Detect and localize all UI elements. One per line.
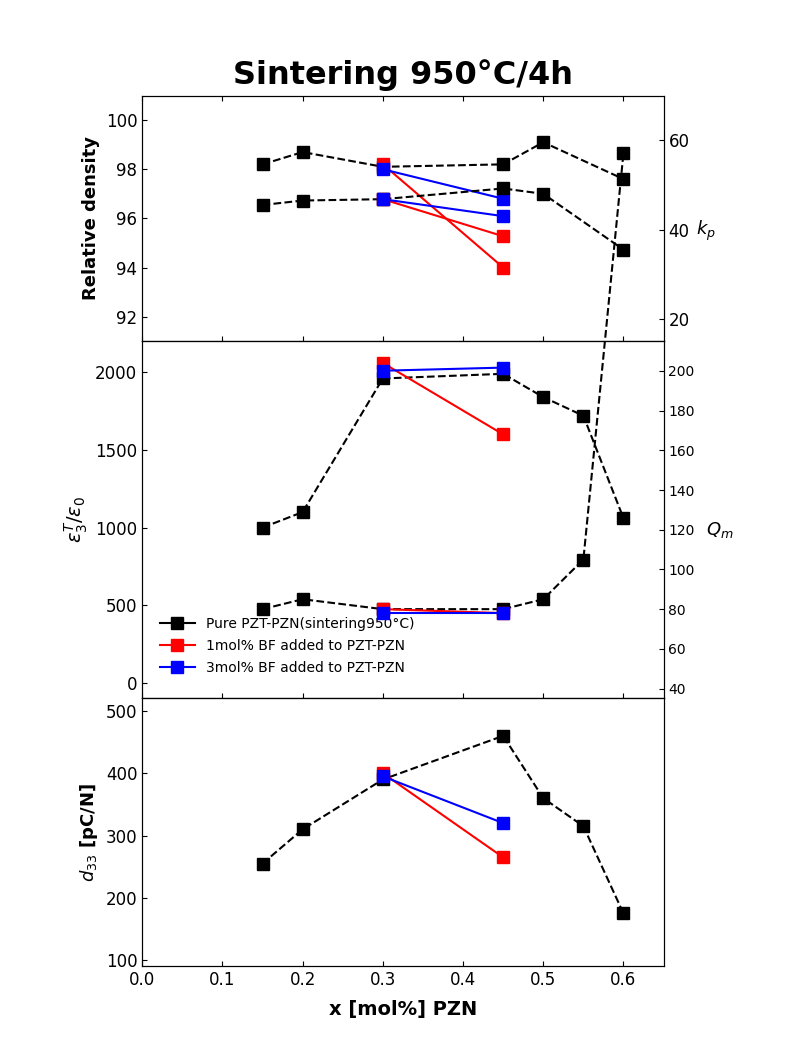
Y-axis label: $k_p$: $k_p$ bbox=[696, 219, 717, 242]
Y-axis label: $d_{33}$ [pC/N]: $d_{33}$ [pC/N] bbox=[78, 783, 100, 881]
Y-axis label: Relative density: Relative density bbox=[82, 136, 100, 301]
X-axis label: x [mol%] PZN: x [mol%] PZN bbox=[329, 1000, 477, 1020]
Y-axis label: $\varepsilon_3^T/\varepsilon_0$: $\varepsilon_3^T/\varepsilon_0$ bbox=[62, 496, 89, 544]
Y-axis label: $Q_m$: $Q_m$ bbox=[706, 519, 734, 539]
Legend: Pure PZT-PZN(sintering950°C), 1mol% BF added to PZT-PZN, 3mol% BF added to PZT-P: Pure PZT-PZN(sintering950°C), 1mol% BF a… bbox=[154, 611, 419, 681]
Title: Sintering 950°C/4h: Sintering 950°C/4h bbox=[233, 59, 573, 91]
